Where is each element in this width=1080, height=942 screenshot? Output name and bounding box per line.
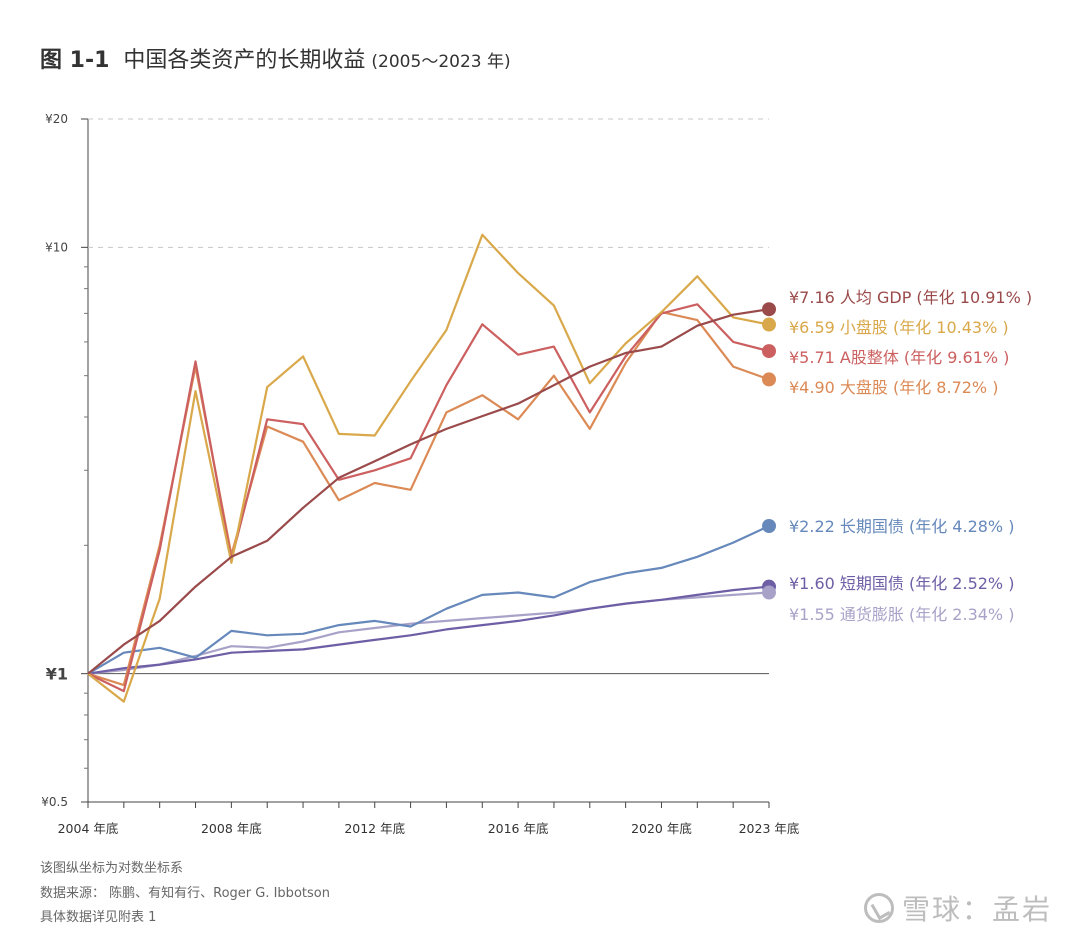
footnote-source: 数据来源： 陈鹏、有知有行、Roger G. Ibbotson: [40, 886, 330, 901]
series-line-人均GDP: [87, 308, 770, 675]
series-line-短期国债: [87, 585, 770, 675]
series-label-通货膨胀: ¥1.55 通货膨胀 (年化 2.34% ): [789, 605, 1014, 624]
x-tick-label: 2012 年底: [344, 821, 405, 836]
y-tick-label: ¥1: [46, 665, 68, 684]
series-label-小盘股: ¥6.59 小盘股 (年化 10.43% ): [789, 318, 1009, 337]
series-line-A股整体: [87, 303, 770, 693]
end-marker-人均GDP: [762, 302, 776, 317]
title-subtitle: (2005～2023 年): [371, 52, 511, 72]
y-tick-label: ¥0.5: [41, 795, 68, 809]
series-line-大盘股: [87, 311, 770, 687]
x-tick-label: 2004 年底: [58, 821, 119, 836]
x-tick-label: 2023 年底: [739, 821, 800, 836]
series-label-A股整体: ¥5.71 A股整体 (年化 9.61% ): [789, 348, 1009, 367]
title-text: 中国各类资产的长期收益: [123, 48, 366, 73]
footnote-appendix: 具体数据详见附表 1: [40, 910, 157, 925]
series-line-小盘股: [87, 233, 770, 703]
end-marker-通货膨胀: [762, 585, 776, 600]
end-marker-长期国债: [762, 519, 776, 534]
chart-title: 图 1-1 中国各类资产的长期收益 (2005～2023 年): [40, 42, 511, 74]
series-line-长期国债: [87, 525, 770, 675]
x-tick-label: 2020 年底: [631, 821, 692, 836]
y-tick-label: ¥10: [45, 240, 68, 254]
end-marker-小盘股: [762, 317, 776, 332]
series-label-短期国债: ¥1.60 短期国债 (年化 2.52% ): [789, 574, 1014, 593]
snowball-logo-icon: [863, 893, 894, 923]
watermark-logo: 雪球：孟岩: [863, 888, 1052, 928]
footnote-log-scale: 该图纵坐标为对数坐标系: [40, 861, 184, 876]
figure-number: 图 1-1: [40, 48, 110, 73]
x-tick-label: 2016 年底: [488, 821, 549, 836]
x-tick-label: 2008 年底: [201, 821, 262, 836]
end-marker-大盘股: [762, 372, 776, 387]
y-tick-label: ¥20: [45, 112, 68, 126]
series-label-人均GDP: ¥7.16 人均 GDP (年化 10.91% ): [789, 288, 1032, 307]
end-marker-A股整体: [762, 344, 776, 359]
series-label-长期国债: ¥2.22 长期国债 (年化 4.28% ): [789, 517, 1014, 536]
series-label-大盘股: ¥4.90 大盘股 (年化 8.72% ): [789, 378, 998, 397]
watermark-logo-text: 雪球：孟岩: [901, 893, 1052, 926]
